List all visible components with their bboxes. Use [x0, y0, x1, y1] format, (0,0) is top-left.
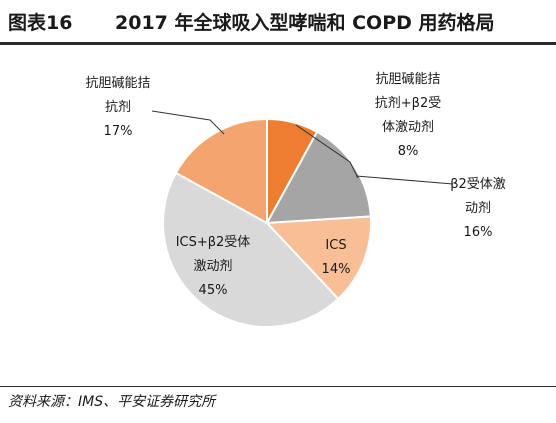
slice-value-label: 17%: [104, 124, 133, 139]
slice-category-label: 激动剂: [193, 259, 232, 274]
leader-line: [295, 124, 359, 179]
leader-line: [355, 175, 454, 185]
top-rule: [0, 42, 556, 45]
figure-label: 图表16: [8, 12, 73, 34]
slice-category-label: β2受体激: [450, 177, 506, 192]
slice-category-label: 抗胆碱能拮: [375, 72, 440, 87]
slice-value-label: 45%: [199, 283, 228, 298]
slice-value-label: 8%: [398, 144, 419, 159]
slice-category-label: 抗胆碱能拮: [85, 76, 150, 91]
bottom-rule: [0, 386, 556, 387]
slice-value-label: 16%: [464, 225, 493, 240]
leader-line: [151, 110, 225, 135]
pie-slice: [174, 117, 268, 225]
slice-category-label: 抗剂+β2受: [375, 96, 441, 111]
pie-slice: [264, 215, 372, 301]
slice-category-label: ICS: [325, 238, 346, 253]
figure-title: 2017 年全球吸入型哮喘和 COPD 用药格局: [115, 12, 495, 34]
slice-value-label: 14%: [322, 262, 351, 277]
pie-slice: [265, 130, 372, 225]
slice-category-label: ICS+β2受体: [176, 235, 251, 250]
slice-category-label: 动剂: [465, 201, 491, 216]
pie-slice: [162, 171, 340, 328]
slice-category-label: 抗剂: [105, 100, 131, 115]
source-note: 资料来源：IMS、平安证券研究所: [8, 394, 216, 410]
figure-header: 图表16 2017 年全球吸入型哮喘和 COPD 用药格局: [0, 0, 556, 44]
slice-category-label: 体激动剂: [382, 120, 434, 135]
